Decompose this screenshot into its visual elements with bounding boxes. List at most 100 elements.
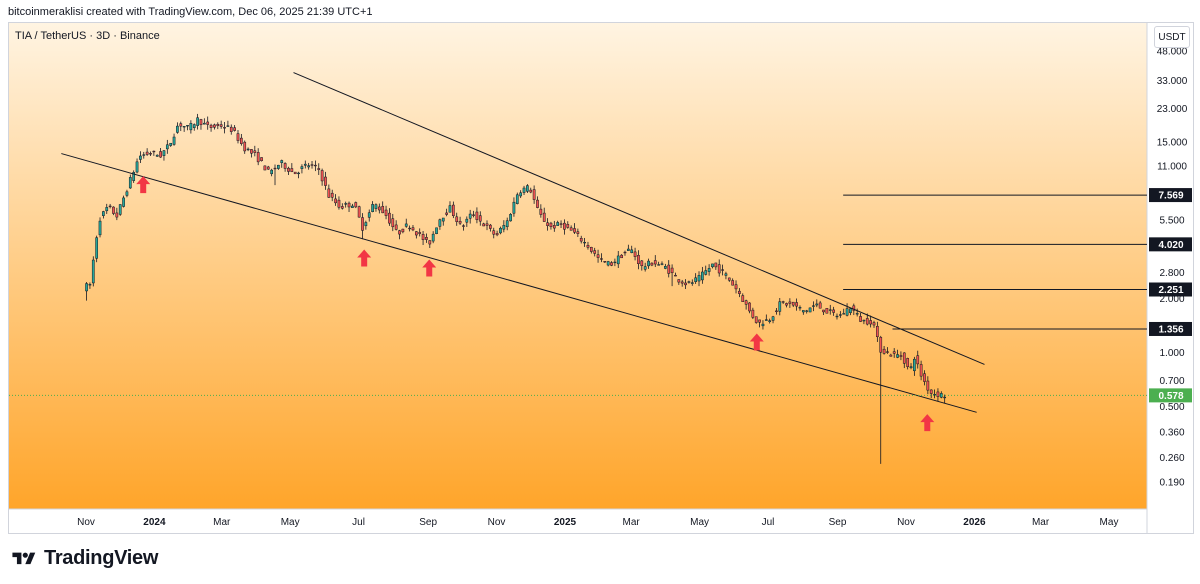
- candle: [240, 133, 243, 146]
- candle: [546, 218, 549, 231]
- candle: [909, 363, 913, 370]
- candle: [290, 163, 294, 173]
- candle: [300, 164, 304, 174]
- candle: [899, 351, 903, 361]
- candle: [933, 389, 936, 399]
- candle-body: [933, 394, 936, 396]
- candle: [351, 203, 354, 208]
- time-tick-label: Jul: [352, 517, 365, 528]
- candle-body: [845, 308, 849, 316]
- candle: [630, 245, 634, 254]
- candle-body: [674, 274, 677, 277]
- candle: [701, 266, 704, 284]
- candle: [152, 150, 156, 156]
- candle-body: [872, 322, 876, 326]
- candle-body: [169, 142, 173, 146]
- candle: [832, 306, 835, 316]
- candle-body: [748, 302, 751, 312]
- candle: [216, 122, 220, 130]
- candle: [906, 357, 910, 370]
- candle-body: [495, 233, 499, 236]
- candle-body: [579, 237, 583, 242]
- candle-body: [374, 204, 378, 209]
- candle: [771, 315, 775, 324]
- candle-body: [462, 225, 465, 227]
- candle: [213, 123, 216, 130]
- candle-body: [149, 153, 152, 155]
- candle-body: [229, 126, 233, 132]
- candle-body: [549, 222, 553, 228]
- candle-body: [801, 310, 805, 313]
- candle: [812, 301, 815, 312]
- candle-body: [135, 161, 139, 173]
- candle: [176, 122, 179, 134]
- candle-body: [832, 309, 835, 313]
- candle: [226, 120, 230, 128]
- candle-body: [165, 144, 169, 150]
- candle: [495, 230, 499, 237]
- candle: [425, 233, 428, 243]
- candle: [293, 171, 297, 175]
- candle-body: [122, 197, 125, 207]
- price-tick-label: 0.500: [1159, 402, 1184, 413]
- candle: [586, 241, 590, 250]
- candle: [162, 149, 166, 161]
- candle: [384, 205, 388, 220]
- candle: [229, 124, 233, 135]
- candle-body: [542, 212, 546, 222]
- candle: [717, 259, 721, 277]
- candle: [583, 237, 586, 247]
- level-tag: [1149, 321, 1192, 336]
- candle: [633, 247, 637, 261]
- candle: [502, 220, 506, 233]
- candle: [441, 217, 445, 226]
- price-chart[interactable]: 7.569 4.020 2.251 1.356 0.578 48.000 33.000 23.…: [9, 23, 1194, 534]
- chart-caption: bitcoinmeraklisi created with TradingVie…: [8, 6, 373, 18]
- candle: [445, 208, 448, 217]
- candle: [849, 308, 852, 316]
- currency-button[interactable]: USDT: [1154, 26, 1190, 48]
- candle-body: [687, 281, 691, 283]
- candle-body: [919, 364, 923, 377]
- candle-body: [761, 323, 765, 327]
- candle: [902, 352, 906, 369]
- candle-body: [357, 206, 361, 218]
- support-arrow-icon: [920, 414, 935, 432]
- candle: [559, 220, 563, 228]
- tradingview-brand[interactable]: TradingView: [10, 547, 158, 570]
- candle-body: [283, 163, 287, 169]
- candle: [889, 353, 893, 357]
- candle: [115, 207, 119, 221]
- candle-body: [367, 212, 371, 218]
- candle-body: [600, 258, 603, 260]
- candle: [122, 195, 125, 208]
- trendline-2: [61, 153, 977, 413]
- candle-body: [145, 151, 149, 155]
- candle-body: [266, 166, 270, 170]
- candle: [791, 301, 795, 308]
- candle-body: [502, 225, 506, 230]
- candle: [408, 225, 411, 232]
- candle-body: [731, 280, 735, 286]
- symbol-info[interactable]: TIA / TetherUS · 3D · Binance: [15, 30, 160, 42]
- candle: [677, 279, 681, 285]
- candle: [653, 255, 657, 267]
- candle: [603, 260, 607, 263]
- candle-body: [404, 223, 408, 227]
- candle: [270, 168, 273, 177]
- candle: [361, 213, 364, 240]
- candle-body: [354, 202, 358, 208]
- candle: [310, 161, 314, 169]
- candle-body: [744, 300, 748, 305]
- price-tick-label: 48.000: [1157, 47, 1188, 58]
- candle: [243, 140, 247, 154]
- candle-body: [677, 279, 681, 283]
- candle: [781, 300, 785, 305]
- candle-body: [626, 248, 630, 251]
- candle-body: [785, 303, 788, 306]
- candle: [549, 221, 553, 230]
- candle: [287, 166, 290, 176]
- candle-body: [909, 366, 913, 369]
- candle-body: [223, 127, 226, 129]
- last-price-tag: [1149, 388, 1192, 403]
